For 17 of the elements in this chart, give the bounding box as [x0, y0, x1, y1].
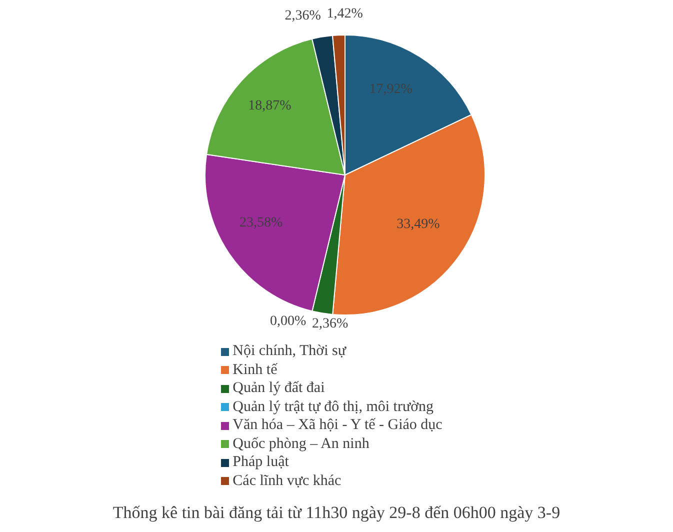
- text: Thống kê tin bài đăng tải từ 11h30 ngày 29-8 đến 06h00 ngày 3-9: [112, 503, 562, 523]
- legend-label: Quản lý đất đai: [232, 380, 325, 396]
- legend-label: Văn hóa – Xã hội - Y tế - Giáo dục: [232, 417, 442, 433]
- legend-label: Kinh tế: [232, 362, 278, 378]
- data-label: 18,87%: [248, 98, 292, 114]
- data-label: 33,49%: [396, 216, 440, 232]
- legend-label: Các lĩnh vực khác: [232, 472, 342, 488]
- data-label: 23,58%: [239, 216, 283, 231]
- data-label: 1,42%: [326, 6, 364, 22]
- legend-label: Quốc phòng – An ninh: [232, 436, 370, 452]
- data-label: 2,36%: [312, 316, 348, 332]
- legend-label: Quản lý trật tự đô thị, môi trường: [232, 398, 434, 414]
- data-label: 17,92%: [369, 82, 413, 97]
- data-label: 2,36%: [284, 8, 322, 24]
- legend-label: Nội chính, Thời sự: [232, 343, 346, 359]
- legend-label: Pháp luật: [232, 454, 289, 470]
- text: 0,00%: [270, 314, 306, 330]
